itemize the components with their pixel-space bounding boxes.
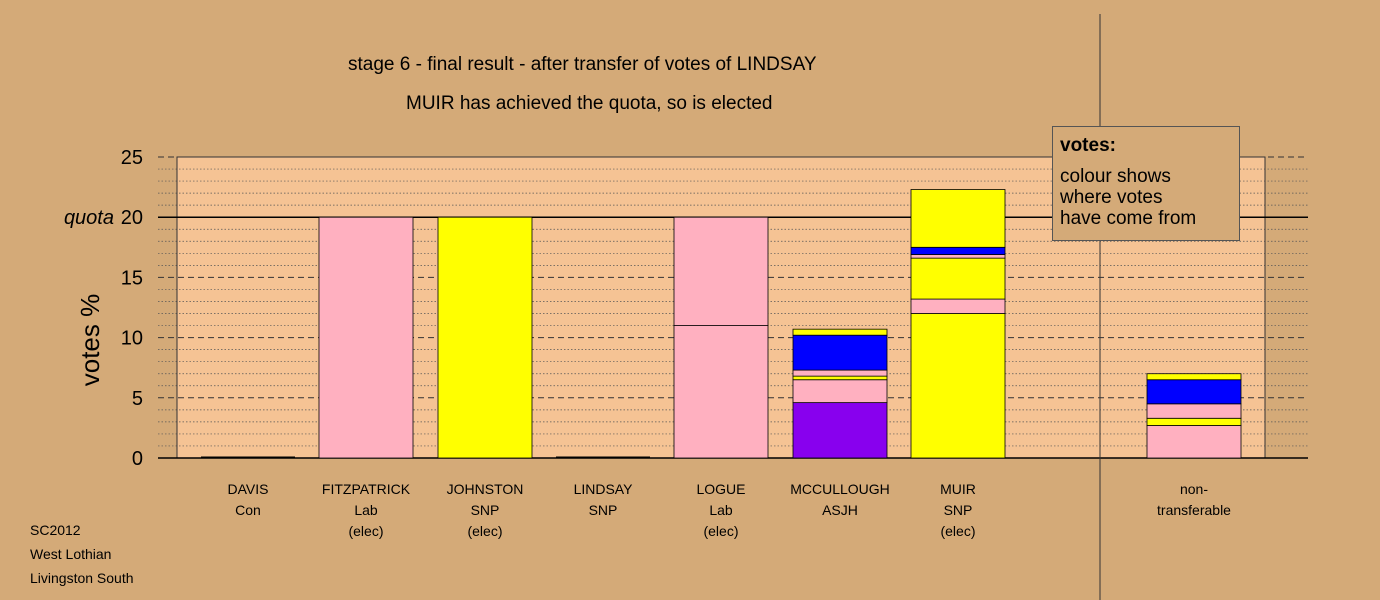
- x-tick-label: (elec): [467, 523, 502, 539]
- y-tick-label: 25: [121, 147, 143, 169]
- bar-segment: [318, 216, 414, 459]
- legend-title: votes:: [1060, 135, 1116, 156]
- bar-segment: [792, 369, 888, 377]
- quota-label: quota: [64, 207, 114, 229]
- x-tick-label: SNP: [944, 502, 973, 518]
- legend-line: have come from: [1060, 208, 1197, 229]
- bar-segment: [792, 379, 888, 404]
- bar-segment: [910, 189, 1006, 248]
- bar-segment: [437, 216, 533, 459]
- footer-council: West Lothian: [30, 546, 112, 562]
- x-tick-label: (elec): [703, 523, 738, 539]
- legend-line: where votes: [1060, 187, 1163, 208]
- x-tick-label: transferable: [1157, 502, 1231, 518]
- legend-line: colour shows: [1060, 166, 1171, 187]
- x-tick-label: Lab: [354, 502, 378, 518]
- x-tick-label: SNP: [471, 502, 500, 518]
- x-tick-label: JOHNSTON: [447, 481, 524, 497]
- bar-segment: [673, 325, 769, 459]
- x-tick-label: SNP: [589, 502, 618, 518]
- bar-segment: [792, 334, 888, 371]
- bar-segment: [1146, 417, 1242, 426]
- y-tick-label: 10: [121, 328, 143, 350]
- bar-segment: [673, 216, 769, 326]
- bar-segment: [792, 375, 888, 381]
- y-tick-label: 20: [121, 207, 143, 229]
- bar-segment: [792, 328, 888, 336]
- bar-segment: [792, 402, 888, 459]
- footer-election: SC2012: [30, 522, 81, 538]
- x-tick-label: (elec): [940, 523, 975, 539]
- bar-segment: [1146, 425, 1242, 459]
- x-tick-label: Con: [235, 502, 261, 518]
- bar-segment: [910, 298, 1006, 314]
- bar-segment: [1146, 373, 1242, 381]
- bar-segment: [910, 313, 1006, 459]
- x-tick-label: non-: [1180, 481, 1208, 497]
- x-tick-label: MCCULLOUGH: [790, 481, 890, 497]
- x-tick-label: LOGUE: [696, 481, 745, 497]
- chart-title: stage 6 - final result - after transfer …: [348, 54, 817, 75]
- bar-segment: [910, 246, 1006, 255]
- y-tick-label: 15: [121, 267, 143, 289]
- footer-ward: Livingston South: [30, 570, 134, 586]
- legend-box: votes: colour shows where votes have com…: [1052, 126, 1240, 241]
- bar-segment: [1146, 379, 1242, 405]
- x-tick-label: LINDSAY: [574, 481, 634, 497]
- bar-segment: [1146, 403, 1242, 419]
- x-tick-label: ASJH: [822, 502, 858, 518]
- chart-subtitle: MUIR has achieved the quota, so is elect…: [406, 93, 773, 114]
- y-tick-label: 5: [132, 388, 143, 410]
- y-tick-label: 0: [132, 448, 143, 470]
- bar-segment: [910, 254, 1006, 259]
- y-axis-label: votes %: [75, 294, 105, 387]
- bar-segment: [910, 257, 1006, 300]
- x-tick-label: (elec): [348, 523, 383, 539]
- x-tick-label: MUIR: [940, 481, 976, 497]
- x-tick-label: DAVIS: [228, 481, 269, 497]
- x-tick-label: Lab: [709, 502, 733, 518]
- x-tick-label: FITZPATRICK: [322, 481, 411, 497]
